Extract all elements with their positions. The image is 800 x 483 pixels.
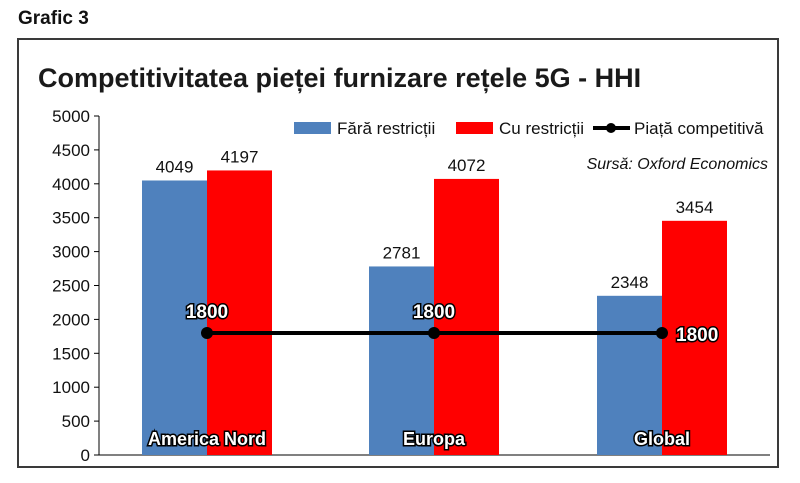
y-tick-label: 2000 (52, 310, 90, 329)
category-label: Europa (403, 429, 466, 449)
bar-cu-restrictii (207, 170, 272, 455)
reference-point (201, 326, 213, 339)
bar-value-label: 4197 (221, 147, 259, 166)
reference-point (428, 326, 440, 339)
bar-value-label: 2348 (611, 273, 649, 292)
legend-swatch-fara-restrictii (294, 122, 331, 134)
source-note: Sursă: Oxford Economics (587, 156, 768, 173)
bar-cu-restrictii (662, 220, 727, 455)
legend-label-cu-restrictii: Cu restricții (499, 119, 584, 138)
legend-marker-piata-competitiva (606, 123, 616, 133)
y-tick-label: 3000 (52, 243, 90, 262)
bar-fara-restrictii (369, 266, 434, 455)
bar-value-label: 4049 (156, 157, 194, 176)
category-label: America Nord (148, 429, 266, 449)
figure-label: Grafic 3 (18, 8, 89, 29)
bar-cu-restrictii (434, 178, 499, 455)
y-tick-label: 500 (62, 412, 90, 431)
y-tick-label: 0 (81, 446, 90, 465)
y-tick-label: 1500 (52, 344, 90, 363)
y-tick-label: 5000 (52, 107, 90, 126)
chart-title: Competitivitatea pieței furnizare rețele… (38, 63, 641, 93)
reference-value-label: 1800 (413, 302, 455, 323)
reference-value-label: 1800 (676, 325, 718, 346)
bar-value-label: 4072 (448, 156, 486, 175)
chart-frame (17, 38, 779, 468)
reference-point (656, 326, 668, 339)
legend-label-fara-restrictii: Fără restricții (337, 119, 435, 138)
y-tick-label: 4000 (52, 175, 90, 194)
legend-swatch-cu-restrictii (456, 122, 493, 134)
legend-label-piata-competitiva: Piață competitivă (634, 119, 764, 138)
bar-value-label: 2781 (383, 243, 421, 262)
bar-value-label: 3454 (676, 198, 714, 217)
category-label: Global (634, 429, 690, 449)
y-tick-label: 2500 (52, 277, 90, 296)
y-tick-label: 3500 (52, 209, 90, 228)
y-tick-label: 4500 (52, 141, 90, 160)
bar-fara-restrictii (597, 295, 662, 455)
y-tick-label: 1000 (52, 378, 90, 397)
bar-fara-restrictii (142, 180, 207, 456)
reference-value-label: 1800 (186, 302, 228, 323)
